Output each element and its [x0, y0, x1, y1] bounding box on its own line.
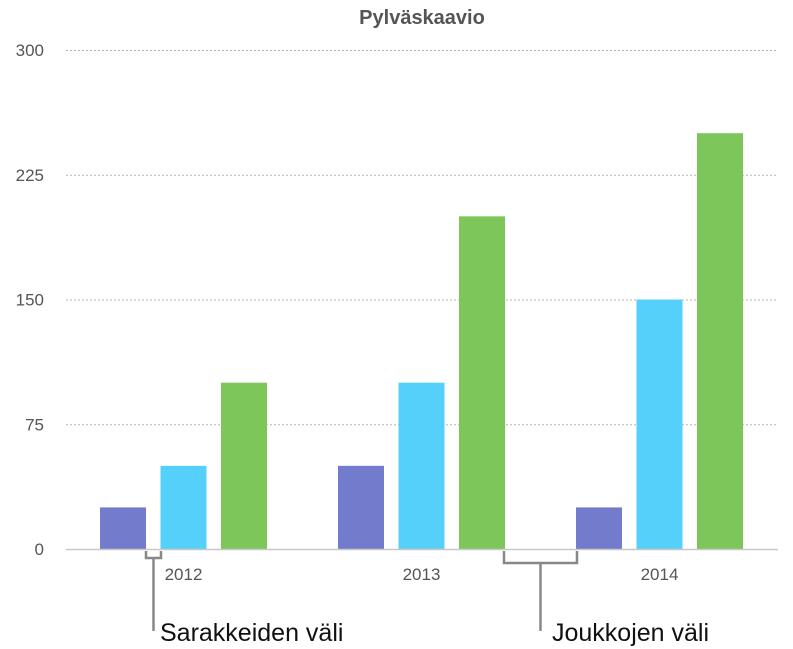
- bar-2013-series-3: [459, 216, 505, 550]
- bar-2012-series-1: [100, 507, 146, 549]
- x-tick-label: 2014: [641, 565, 679, 584]
- bar-2013-series-1: [338, 465, 384, 549]
- annotation-set-gap: [502, 551, 579, 631]
- bar-2012-series-2: [160, 465, 207, 549]
- y-tick-label: 300: [16, 41, 44, 60]
- y-tick-label: 0: [35, 540, 44, 559]
- y-tick-label: 225: [16, 166, 44, 185]
- bar-2013-series-2: [398, 382, 445, 549]
- y-tick-label: 75: [25, 415, 44, 434]
- bar-2012-series-3: [221, 382, 267, 549]
- y-tick-label: 150: [16, 291, 44, 310]
- chart-title: Pylväskaavio: [359, 7, 485, 29]
- x-tick-label: 2012: [165, 565, 203, 584]
- annotation-column-gap: [144, 551, 163, 631]
- x-tick-label: 2013: [403, 565, 441, 584]
- bar-2014-series-1: [576, 507, 622, 549]
- bar-2014-series-3: [697, 133, 743, 549]
- annotation-column-gap-label: Sarakkeiden väli: [160, 619, 343, 647]
- bar-2014-series-2: [636, 299, 683, 549]
- annotation-set-gap-label: Joukkojen väli: [552, 619, 709, 647]
